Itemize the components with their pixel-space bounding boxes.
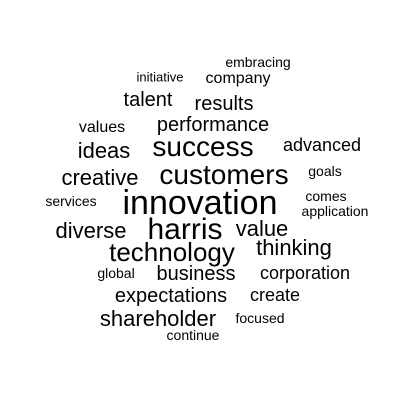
word-advanced: advanced — [282, 135, 362, 155]
word-value: value — [235, 216, 289, 241]
word-innovation: innovation — [122, 184, 278, 222]
word-focused: focused — [235, 310, 285, 326]
word-company: company — [205, 70, 271, 87]
word-initiative: initiative — [136, 69, 184, 85]
word-results: results — [194, 93, 254, 115]
word-application: application — [301, 203, 369, 219]
word-diverse: diverse — [55, 218, 127, 243]
word-thinking: thinking — [256, 235, 332, 260]
word-continue: continue — [166, 327, 220, 343]
word-creative: creative — [61, 165, 139, 190]
word-shareholder: shareholder — [99, 306, 217, 331]
word-talent: talent — [123, 89, 173, 111]
word-customers: customers — [159, 159, 289, 190]
word-harris: harris — [147, 213, 223, 246]
word-global: global — [97, 265, 135, 281]
word-embracing: embracing — [225, 54, 291, 70]
word-business: business — [156, 263, 236, 285]
word-goals: goals — [308, 163, 342, 179]
word-create: create — [249, 285, 301, 305]
word-corporation: corporation — [259, 263, 351, 283]
word-values: values — [78, 119, 126, 136]
word-success: success — [152, 131, 254, 162]
word-ideas: ideas — [77, 138, 131, 163]
word-services: services — [45, 193, 97, 209]
word-performance: performance — [156, 114, 270, 136]
word-expectations: expectations — [114, 285, 228, 307]
word-technology: technology — [109, 237, 235, 267]
word-comes: comes — [305, 188, 347, 204]
